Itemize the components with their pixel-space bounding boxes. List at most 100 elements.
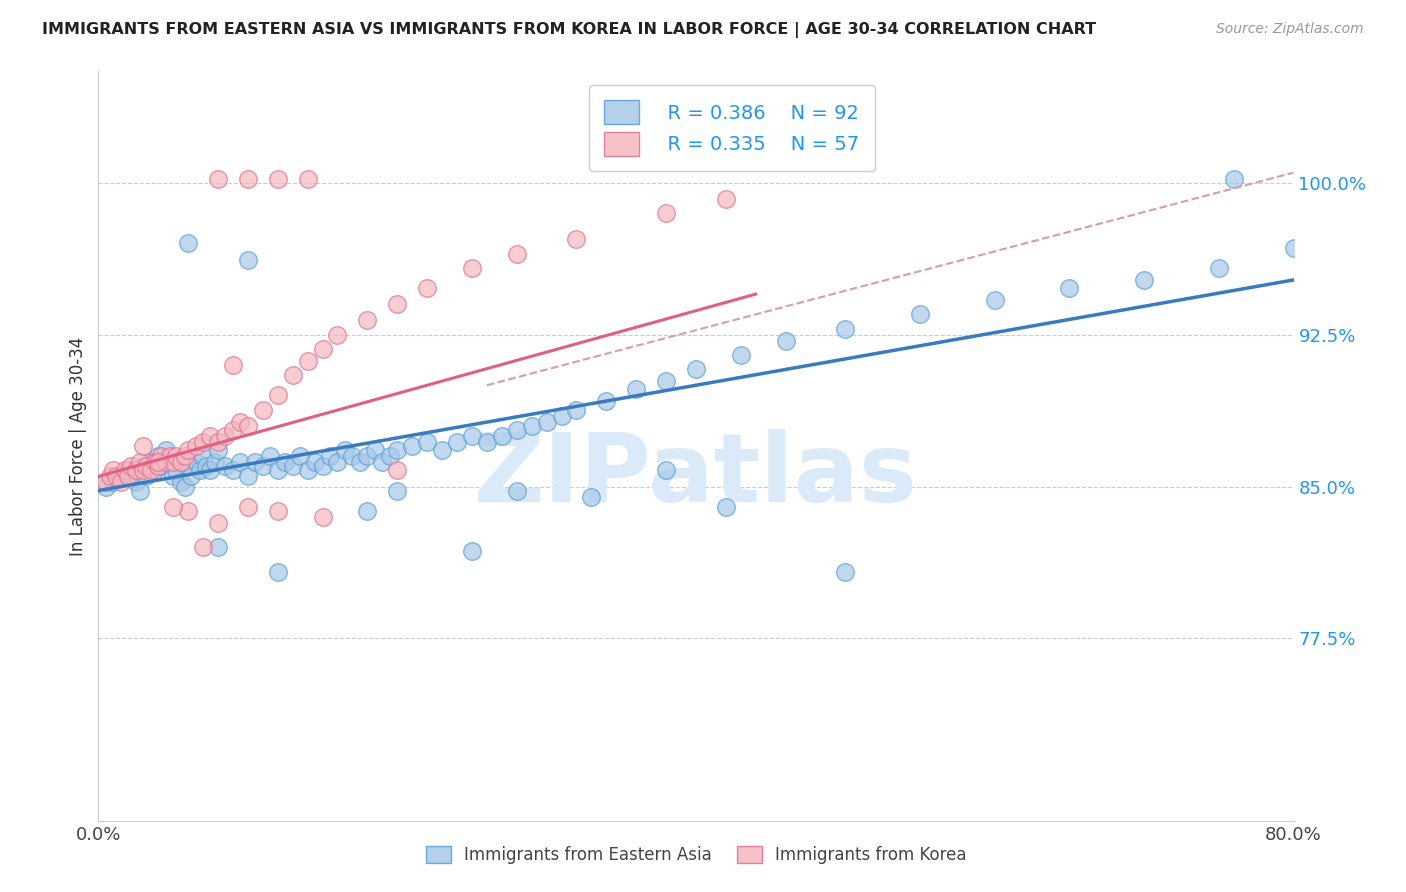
Point: [150, 449, 173, 463]
Point: [349, 455, 371, 469]
Point: [94, 475, 117, 490]
Point: [94, 479, 117, 493]
Point: [245, 455, 267, 469]
Point: [475, 434, 498, 449]
Point: [730, 348, 752, 362]
Point: [1133, 273, 1156, 287]
Point: [267, 171, 290, 186]
Point: [184, 455, 207, 469]
Point: [655, 463, 678, 477]
Point: [416, 434, 439, 449]
Point: [155, 443, 177, 458]
Point: [364, 443, 387, 458]
Point: [281, 459, 304, 474]
Point: [195, 459, 218, 474]
Point: [125, 475, 148, 490]
Point: [110, 471, 132, 485]
Point: [214, 459, 236, 474]
Point: [143, 463, 166, 477]
Point: [267, 504, 290, 518]
Point: [378, 449, 401, 463]
Point: [103, 475, 125, 490]
Point: [401, 439, 423, 453]
Point: [120, 459, 142, 474]
Point: [148, 459, 170, 474]
Point: [297, 463, 319, 477]
Point: [159, 455, 181, 469]
Point: [200, 429, 222, 443]
Point: [252, 402, 274, 417]
Point: [214, 429, 236, 443]
Point: [274, 455, 297, 469]
Point: [191, 449, 214, 463]
Point: [714, 500, 737, 514]
Point: [188, 463, 211, 477]
Point: [1208, 260, 1230, 275]
Point: [581, 490, 603, 504]
Point: [430, 443, 453, 458]
Point: [385, 483, 409, 498]
Point: [229, 415, 252, 429]
Point: [165, 449, 187, 463]
Point: [655, 374, 678, 388]
Point: [311, 342, 333, 356]
Point: [775, 334, 797, 348]
Point: [236, 469, 259, 483]
Point: [143, 455, 166, 469]
Point: [834, 565, 856, 579]
Point: [162, 469, 184, 483]
Point: [174, 479, 197, 493]
Point: [148, 455, 170, 469]
Point: [685, 362, 707, 376]
Point: [177, 236, 200, 251]
Point: [536, 415, 558, 429]
Point: [207, 171, 229, 186]
Point: [135, 469, 157, 483]
Point: [129, 455, 152, 469]
Text: Source: ZipAtlas.com: Source: ZipAtlas.com: [1216, 22, 1364, 37]
Point: [139, 463, 162, 477]
Point: [267, 565, 290, 579]
Point: [114, 467, 136, 482]
Point: [132, 463, 155, 477]
Point: [834, 321, 856, 335]
Point: [103, 463, 125, 477]
Point: [191, 434, 214, 449]
Point: [319, 449, 342, 463]
Point: [222, 463, 245, 477]
Point: [148, 449, 170, 463]
Point: [117, 469, 139, 483]
Legend: Immigrants from Eastern Asia, Immigrants from Korea: Immigrants from Eastern Asia, Immigrants…: [418, 838, 974, 872]
Y-axis label: In Labor Force | Age 30-34: In Labor Force | Age 30-34: [69, 336, 87, 556]
Point: [297, 171, 319, 186]
Point: [461, 429, 484, 443]
Point: [98, 469, 122, 483]
Point: [177, 504, 200, 518]
Point: [110, 475, 132, 490]
Point: [1059, 281, 1081, 295]
Point: [311, 459, 333, 474]
Point: [120, 469, 142, 483]
Point: [155, 455, 177, 469]
Point: [385, 297, 409, 311]
Point: [908, 307, 931, 321]
Point: [204, 455, 226, 469]
Point: [169, 475, 191, 490]
Point: [125, 463, 148, 477]
Point: [385, 463, 409, 477]
Point: [191, 541, 214, 555]
Point: [105, 469, 128, 483]
Point: [207, 443, 229, 458]
Point: [252, 459, 274, 474]
Point: [135, 459, 157, 474]
Point: [506, 423, 529, 437]
Point: [326, 455, 349, 469]
Point: [506, 483, 529, 498]
Point: [385, 443, 409, 458]
Point: [159, 449, 181, 463]
Point: [174, 449, 197, 463]
Point: [984, 293, 1007, 308]
Point: [446, 434, 468, 449]
Point: [491, 429, 513, 443]
Text: IMMIGRANTS FROM EASTERN ASIA VS IMMIGRANTS FROM KOREA IN LABOR FORCE | AGE 30-34: IMMIGRANTS FROM EASTERN ASIA VS IMMIGRAN…: [42, 22, 1097, 38]
